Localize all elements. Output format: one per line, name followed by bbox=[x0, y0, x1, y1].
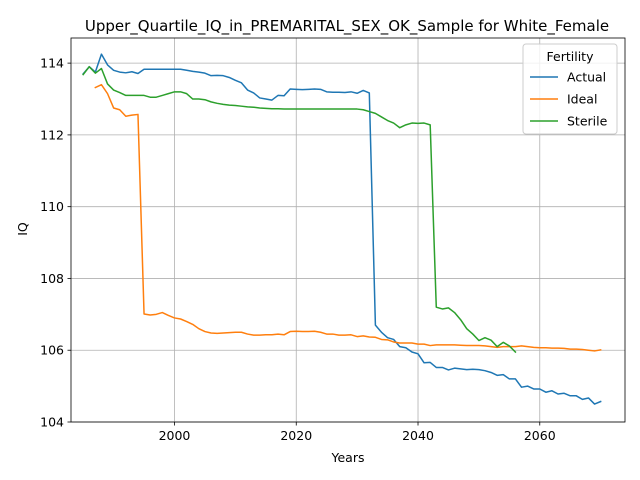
x-tick-label: 2060 bbox=[524, 428, 556, 443]
legend-label-sterile: Sterile bbox=[567, 114, 608, 129]
y-tick-label: 114 bbox=[40, 56, 64, 71]
y-axis-label: IQ bbox=[15, 222, 30, 236]
x-tick-label: 2040 bbox=[402, 428, 434, 443]
series-lines bbox=[82, 53, 602, 405]
x-tick-label: 2000 bbox=[159, 428, 191, 443]
legend: Fertility Actual Ideal Sterile bbox=[522, 43, 618, 135]
plot-frame bbox=[70, 37, 626, 423]
x-tick-label: 2020 bbox=[280, 428, 312, 443]
legend-title: Fertility bbox=[547, 49, 595, 64]
axes: 2000 2020 2040 2060 104 106 108 110 112 114 bbox=[40, 37, 626, 443]
y-tick-label: 108 bbox=[40, 271, 64, 286]
legend-label-ideal: Ideal bbox=[567, 92, 597, 107]
y-tick-label: 104 bbox=[40, 415, 64, 430]
y-tick-label: 112 bbox=[40, 127, 64, 142]
series-line-sterile bbox=[82, 65, 517, 354]
y-tick-label: 110 bbox=[40, 199, 64, 214]
y-tick-label: 106 bbox=[40, 343, 64, 358]
series-line-ideal bbox=[94, 83, 602, 352]
chart-title: Upper_Quartile_IQ_in_PREMARITAL_SEX_OK_S… bbox=[85, 17, 609, 36]
legend-label-actual: Actual bbox=[567, 70, 606, 85]
legend-box bbox=[522, 43, 618, 135]
series-line-actual bbox=[82, 53, 602, 405]
x-axis-label: Years bbox=[331, 450, 365, 465]
